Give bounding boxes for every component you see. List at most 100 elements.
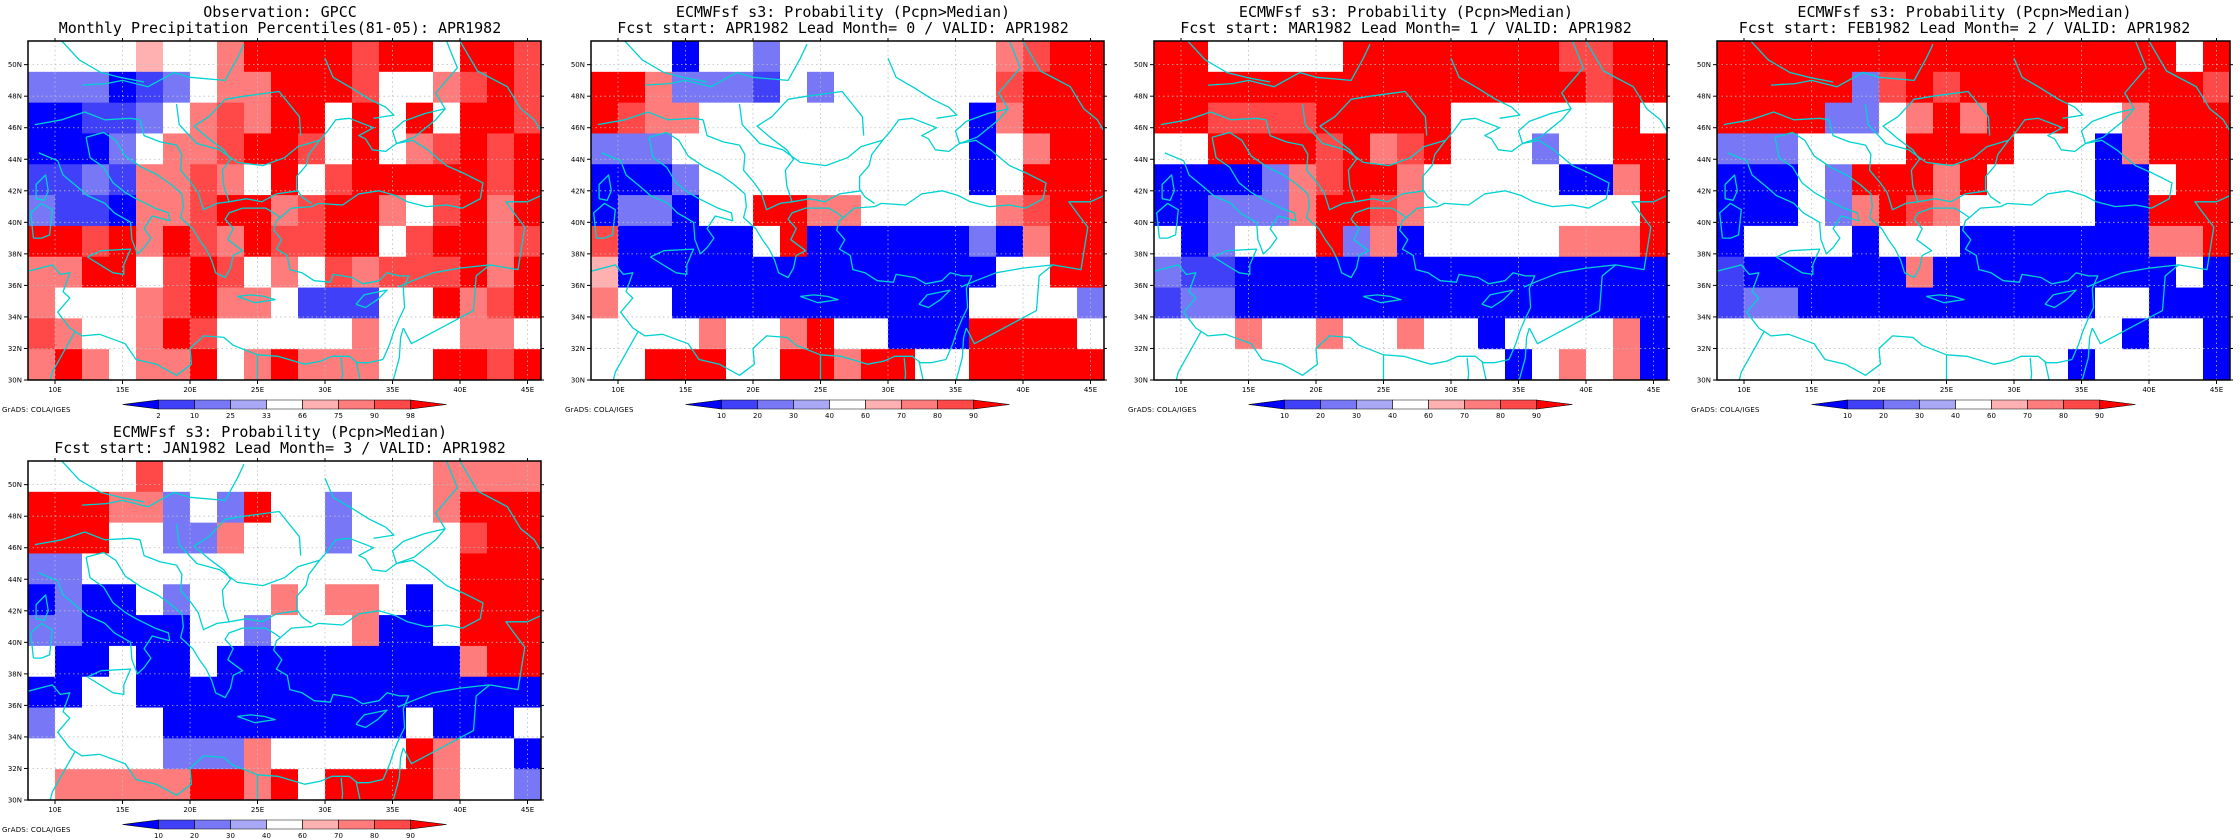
coastline — [1882, 90, 1991, 203]
coastline — [30, 622, 53, 659]
heatmap-cell — [352, 41, 380, 73]
x-tick-label: 15E — [679, 386, 692, 394]
heatmap-cell — [82, 522, 110, 554]
heatmap-cell — [1181, 349, 1209, 380]
heatmap-cell — [861, 287, 889, 319]
x-tick-label: 10E — [48, 386, 61, 394]
heatmap-cell — [487, 769, 515, 800]
colorbar-label: 30 — [1915, 412, 1924, 420]
x-tick-label: 35E — [2075, 386, 2088, 394]
coastline — [85, 131, 319, 279]
y-tick-label: 32N — [1697, 345, 1711, 353]
heatmap-cell — [460, 615, 488, 647]
heatmap-cell — [915, 349, 943, 380]
y-tick-label: 42N — [1134, 187, 1148, 195]
colorbar-label: 20 — [1316, 412, 1325, 420]
heatmap-cell — [28, 553, 56, 585]
heatmap-cell — [190, 769, 218, 800]
coastline — [397, 614, 541, 708]
y-tick-label: 32N — [8, 345, 22, 353]
heatmap-cell — [1077, 349, 1104, 380]
heatmap-cell — [1208, 71, 1236, 104]
colorbar-label: 80 — [1496, 412, 1505, 420]
heatmap-cell — [298, 41, 326, 73]
heatmap-cell — [834, 102, 862, 134]
heatmap-cell — [645, 349, 673, 380]
colorbar-swatch — [266, 399, 303, 410]
colorbar-swatch — [302, 819, 339, 830]
heatmap-cell — [915, 133, 943, 165]
heatmap-cell — [780, 41, 808, 73]
heatmap-cell — [2149, 195, 2177, 227]
heatmap-cell — [1586, 318, 1614, 350]
coastline — [887, 58, 958, 119]
heatmap-cell — [433, 133, 461, 165]
heatmap-cell — [487, 349, 515, 380]
heatmap-cell — [1478, 71, 1506, 104]
heatmap-cell — [298, 738, 326, 770]
heatmap-cell — [352, 164, 380, 196]
panel-title-line-2: Fcst start: JAN1982 Lead Month= 3 / VALI… — [54, 439, 506, 457]
heatmap-cell — [996, 71, 1024, 104]
heatmap-cell — [298, 769, 326, 800]
heatmap-cell — [1154, 318, 1182, 350]
x-tick-label: 45E — [521, 386, 534, 394]
heatmap-cell — [298, 225, 326, 258]
map-panel-lead-0: ECMWFsf s3: Probability (Pcpn>Median) Fc… — [563, 0, 1123, 420]
heatmap-cell — [753, 133, 781, 165]
heatmap-cell — [352, 71, 380, 104]
heatmap-cell — [433, 707, 461, 739]
coastline — [1211, 131, 1445, 279]
heatmap-cell — [514, 676, 541, 708]
heatmap-cell — [460, 645, 488, 678]
y-tick-label: 40N — [8, 639, 22, 647]
heatmap-cell — [217, 287, 245, 319]
heatmap-cell — [325, 707, 353, 739]
colorbar-label: 25 — [226, 412, 235, 420]
heatmap-cell — [55, 615, 83, 647]
panel-title-line-2: Fcst start: APR1982 Lead Month= 0 / VALI… — [617, 19, 1069, 37]
heatmap-cell — [1316, 195, 1344, 227]
x-tick-label: 35E — [1512, 386, 1525, 394]
heatmap-cell — [1181, 102, 1209, 134]
heatmap-cell — [861, 195, 889, 227]
heatmap-cell — [433, 461, 461, 493]
heatmap-cell — [1208, 287, 1236, 319]
heatmap-cell — [217, 349, 245, 380]
heatmap-cell — [2014, 349, 2042, 380]
coastline — [920, 386, 942, 435]
heatmap-cell — [1154, 71, 1182, 104]
heatmap-cell — [699, 102, 727, 134]
x-tick-label: 20E — [183, 386, 196, 394]
heatmap-cell — [1879, 164, 1907, 196]
heatmap-cell — [1852, 164, 1880, 196]
heatmap-cell — [2149, 256, 2177, 288]
heatmap-cell — [1960, 349, 1988, 380]
heatmap-cell — [1559, 41, 1587, 73]
heatmap-cell — [1023, 195, 1051, 227]
heatmap-cell — [55, 225, 83, 258]
map-panel-lead-2: ECMWFsf s3: Probability (Pcpn>Median) Fc… — [1689, 0, 2240, 420]
colorbar-swatch — [230, 819, 267, 830]
heatmap-cell — [190, 553, 218, 585]
coastline — [340, 357, 344, 380]
heatmap-cell — [1825, 195, 1853, 227]
heatmap-cell — [1154, 133, 1182, 165]
heatmap-cell — [487, 164, 515, 196]
heatmap-cell — [55, 41, 83, 73]
heatmap-cell — [406, 225, 434, 258]
heatmap-cell — [753, 102, 781, 134]
heatmap-cell — [433, 738, 461, 770]
colorbar-swatch — [973, 399, 1010, 410]
heatmap-cell — [217, 102, 245, 134]
heatmap-cell — [2068, 349, 2096, 380]
heatmap-cell — [352, 738, 380, 770]
y-tick-label: 38N — [8, 250, 22, 258]
heatmap-cell — [487, 102, 515, 134]
colorbar-label: 33 — [262, 412, 271, 420]
heatmap-cell — [699, 349, 727, 380]
heatmap-cell — [1825, 71, 1853, 104]
heatmap-cell — [460, 225, 488, 258]
map-plot-lead-2: 10E 15E 20E 25E 30E 35E 40E 45E 30N 32N 34N 36N 38N 4… — [1697, 38, 2233, 420]
heatmap-cell — [406, 707, 434, 739]
